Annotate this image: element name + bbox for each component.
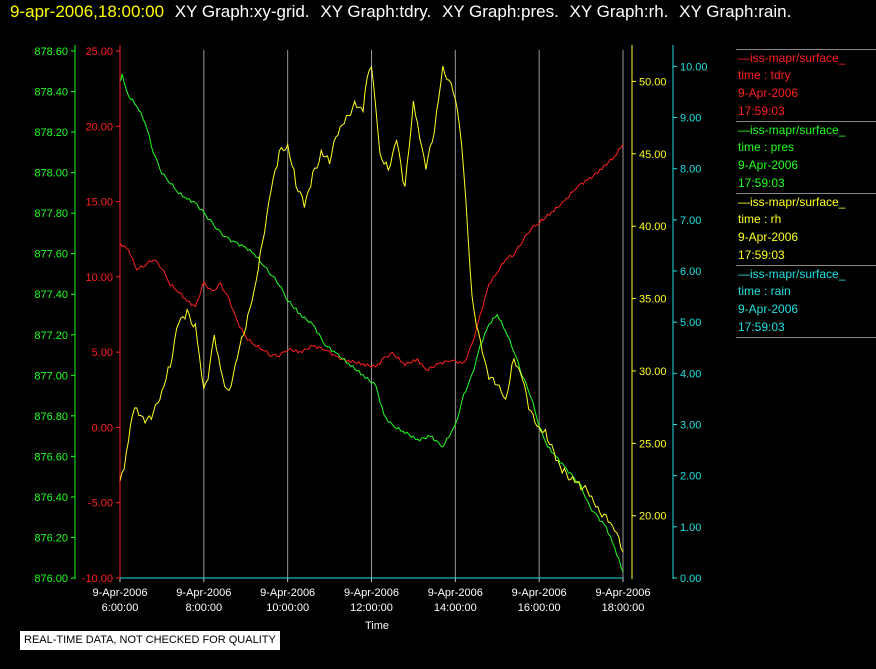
legend-source: —iss-mapr/surface_: [738, 51, 846, 65]
legend-date: 9-Apr-2006: [738, 230, 799, 244]
tdry-tick-label: -10.00: [82, 573, 113, 585]
tdry-tick-label: 5.00: [92, 347, 113, 359]
x-tick-label-date: 9-Apr-2006: [595, 587, 650, 599]
pres-tick-label: 878.00: [34, 168, 68, 180]
pres-tick-label: 876.80: [34, 411, 68, 423]
rh-tick-label: 20.00: [639, 511, 667, 523]
header-graph-pres[interactable]: XY Graph:pres.: [441, 2, 559, 21]
rh-tick-label: 30.00: [639, 366, 667, 378]
legend-source: —iss-mapr/surface_: [738, 195, 846, 209]
tdry-tick-label: 20.00: [85, 121, 113, 133]
pres-tick-label: 877.40: [34, 289, 68, 301]
rain-tick-label: 1.00: [680, 522, 701, 534]
legend-entry-rh[interactable]: —iss-mapr/surface_ time : rh 9-Apr-2006 …: [736, 193, 876, 265]
header-graph-xy-grid[interactable]: XY Graph:xy-grid.: [174, 2, 310, 21]
legend-time: 17:59:03: [738, 320, 785, 334]
legend-field: time : pres: [738, 140, 795, 154]
tdry-tick-label: 10.00: [85, 272, 113, 284]
rh-tick-label: 35.00: [639, 294, 667, 306]
tdry-tick-label: 25.00: [85, 46, 113, 58]
tdry-tick-label: -5.00: [88, 498, 113, 510]
legend-entry-rain[interactable]: —iss-mapr/surface_ time : rain 9-Apr-200…: [736, 265, 876, 338]
header-graph-tdry[interactable]: XY Graph:tdry.: [320, 2, 432, 21]
header-graph-rain[interactable]: XY Graph:rain.: [679, 2, 792, 21]
x-tick-label-time: 10:00:00: [266, 602, 309, 614]
x-tick-label-date: 9-Apr-2006: [512, 587, 567, 599]
header-graph-rh[interactable]: XY Graph:rh.: [569, 2, 669, 21]
legend-source: —iss-mapr/surface_: [738, 123, 846, 137]
x-tick-label-time: 16:00:00: [518, 602, 561, 614]
legend-date: 9-Apr-2006: [738, 302, 799, 316]
x-tick-label-time: 14:00:00: [434, 602, 477, 614]
header-title-bar: 9-apr-2006,18:00:00 XY Graph:xy-grid. XY…: [10, 2, 797, 22]
rh-tick-label: 25.00: [639, 438, 667, 450]
rain-tick-label: 10.00: [680, 61, 708, 73]
rain-tick-label: 8.00: [680, 164, 701, 176]
rain-tick-label: 0.00: [680, 573, 701, 585]
legend-field: time : rh: [738, 212, 782, 226]
x-tick-label-time: 12:00:00: [350, 602, 393, 614]
legend-date: 9-Apr-2006: [738, 86, 799, 100]
pres-tick-label: 876.60: [34, 451, 68, 463]
header-timestamp: 9-apr-2006,18:00:00: [10, 2, 165, 21]
legend-field: time : rain: [738, 284, 791, 298]
pres-tick-label: 877.20: [34, 330, 68, 342]
legend: —iss-mapr/surface_ time : tdry 9-Apr-200…: [736, 49, 876, 338]
rh-tick-label: 40.00: [639, 221, 667, 233]
pres-tick-label: 876.20: [34, 532, 68, 544]
pres-tick-label: 876.40: [34, 492, 68, 504]
pres-tick-label: 878.20: [34, 127, 68, 139]
legend-time: 17:59:03: [738, 176, 785, 190]
legend-date: 9-Apr-2006: [738, 158, 799, 172]
pres-tick-label: 877.60: [34, 249, 68, 261]
legend-source: —iss-mapr/surface_: [738, 267, 846, 281]
x-tick-label-date: 9-Apr-2006: [344, 587, 399, 599]
series-line-pres: [119, 73, 624, 573]
x-tick-label-date: 9-Apr-2006: [428, 587, 483, 599]
series-line-tdry: [119, 144, 624, 372]
pres-tick-label: 877.00: [34, 370, 68, 382]
rh-tick-label: 45.00: [639, 149, 667, 161]
quality-note: REAL-TIME DATA, NOT CHECKED FOR QUALITY: [20, 631, 280, 650]
x-tick-label-time: 8:00:00: [185, 602, 222, 614]
legend-time: 17:59:03: [738, 104, 785, 118]
tdry-tick-label: 15.00: [85, 197, 113, 209]
x-tick-label-time: 18:00:00: [602, 602, 645, 614]
tdry-tick-label: 0.00: [92, 422, 113, 434]
rh-tick-label: 50.00: [639, 76, 667, 88]
legend-field: time : tdry: [738, 68, 791, 82]
x-tick-label-date: 9-Apr-2006: [92, 587, 147, 599]
rain-tick-label: 3.00: [680, 420, 701, 432]
rain-tick-label: 6.00: [680, 266, 701, 278]
rain-tick-label: 2.00: [680, 471, 701, 483]
pres-tick-label: 878.40: [34, 87, 68, 99]
legend-time: 17:59:03: [738, 248, 785, 262]
pres-tick-label: 877.80: [34, 208, 68, 220]
rain-tick-label: 9.00: [680, 113, 701, 125]
rain-tick-label: 4.00: [680, 368, 701, 380]
rain-tick-label: 7.00: [680, 215, 701, 227]
pres-tick-label: 876.00: [34, 573, 68, 585]
x-tick-label-date: 9-Apr-2006: [176, 587, 231, 599]
x-tick-label-time: 6:00:00: [102, 602, 139, 614]
pres-tick-label: 878.60: [34, 46, 68, 58]
legend-entry-pres[interactable]: —iss-mapr/surface_ time : pres 9-Apr-200…: [736, 121, 876, 193]
legend-entry-tdry[interactable]: —iss-mapr/surface_ time : tdry 9-Apr-200…: [736, 49, 876, 121]
x-axis-label: Time: [365, 620, 389, 632]
rain-tick-label: 5.00: [680, 317, 701, 329]
series-line-rh: [119, 65, 624, 553]
x-tick-label-date: 9-Apr-2006: [260, 587, 315, 599]
